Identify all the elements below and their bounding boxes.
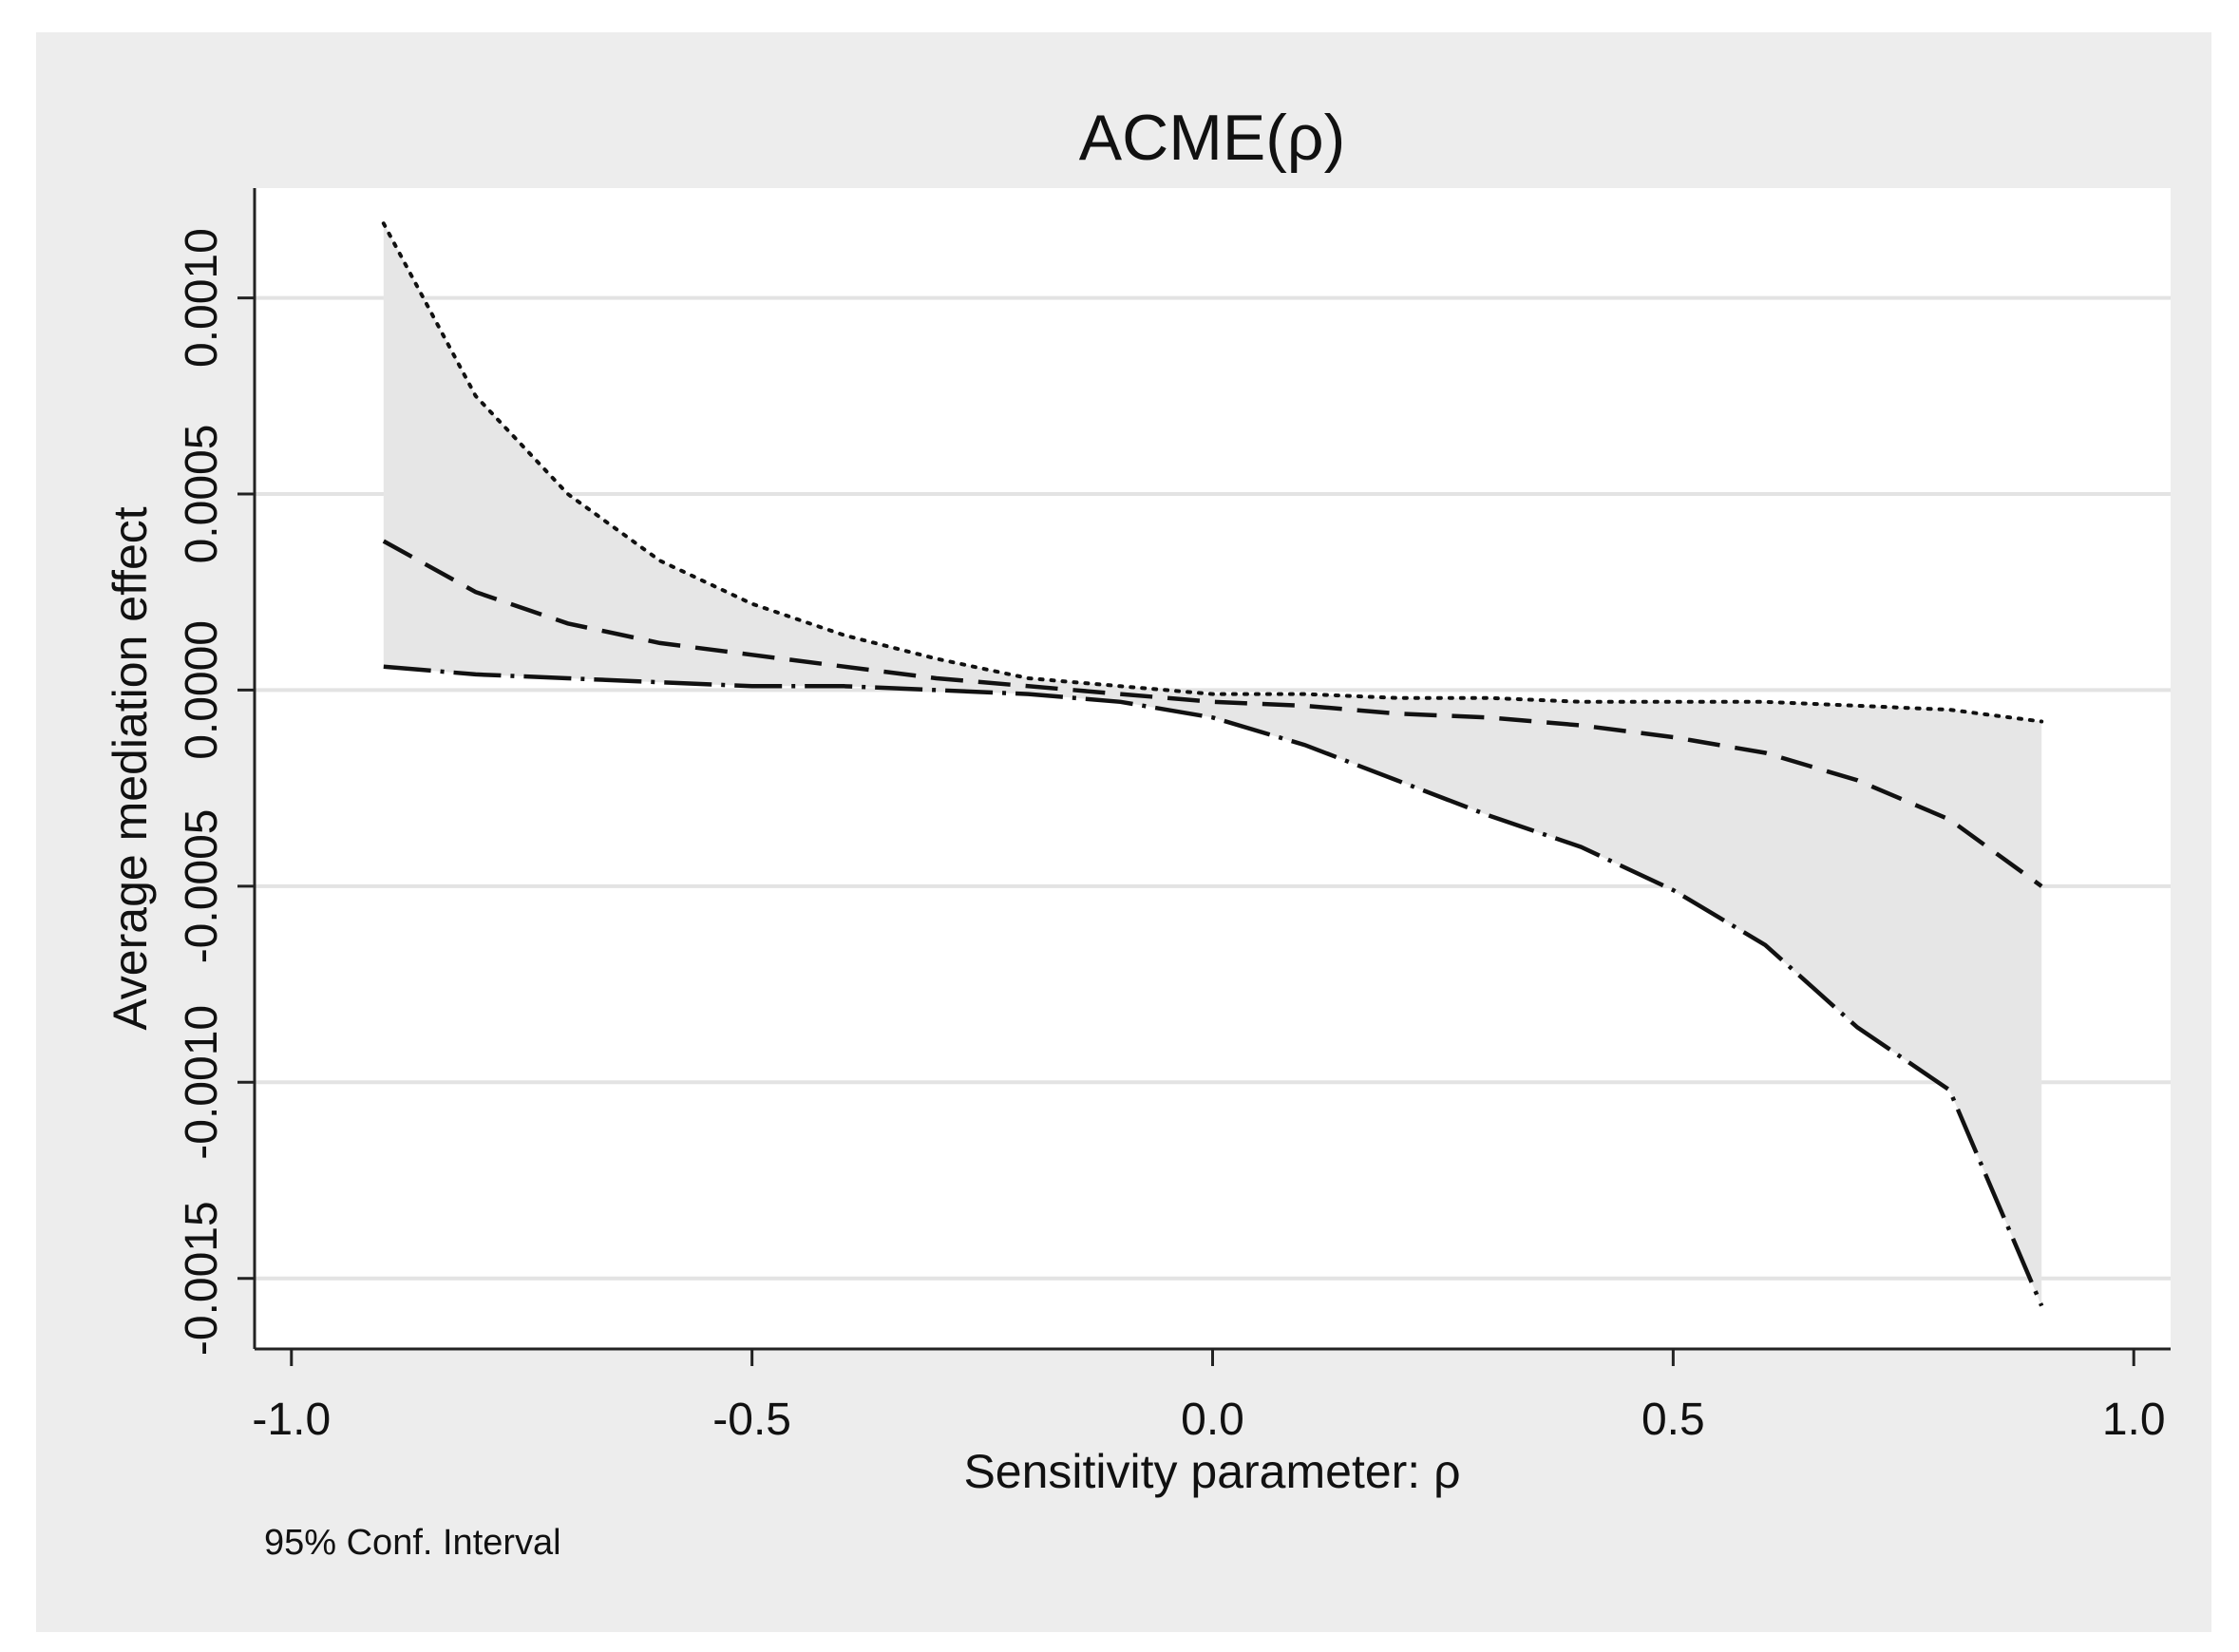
series-line-0 [381,221,2044,724]
x-tick-label: -0.5 [712,1395,791,1445]
y-tick-label: -0.0015 [177,1201,227,1356]
y-axis-label: Average mediation effect [104,506,157,1030]
series-line-1 [382,539,2043,888]
y-tick-label: 0.0005 [177,425,227,564]
y-tick-label: -0.0005 [177,809,227,964]
ci-band [383,223,2042,1306]
x-tick-label: 0.5 [1641,1395,1705,1445]
x-tick-label: 1.0 [2102,1395,2166,1445]
y-tick-label: 0.0000 [177,620,227,760]
chart-title: ACME(ρ) [1079,102,1345,174]
x-tick-label: -1.0 [252,1395,331,1445]
y-tick-label: -0.0010 [177,1005,227,1160]
series-lines [381,221,2044,1307]
series-line-2 [383,664,2044,1307]
x-axis-label: Sensitivity parameter: ρ [963,1445,1460,1498]
y-tick-label: 0.0010 [177,228,227,368]
ci-note: 95% Conf. Interval [264,1523,561,1563]
x-tick-label: 0.0 [1181,1395,1244,1445]
axes: -0.0015 -0.0010 -0.0005 0.0000 0.0005 0.0010 -… [177,188,2171,1445]
